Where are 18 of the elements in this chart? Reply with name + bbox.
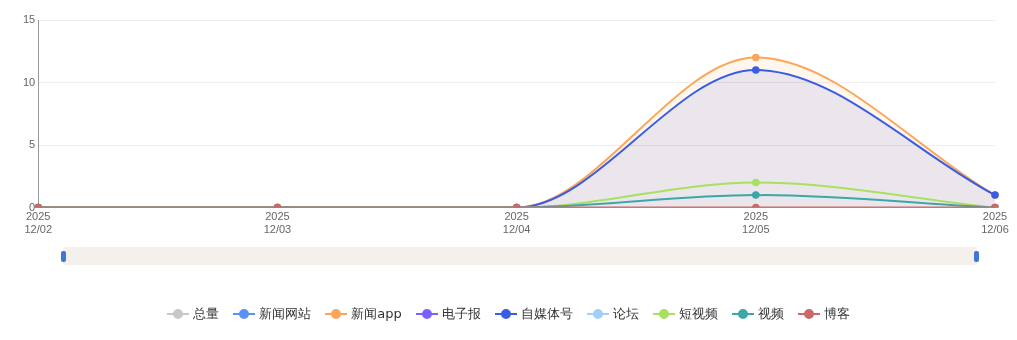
- legend-label: 自媒体号: [520, 305, 573, 323]
- x-tick-label: 2025 12/03: [263, 210, 292, 236]
- legend-label: 短视频: [678, 305, 718, 323]
- x-tick-label: 2025 12/04: [502, 210, 531, 236]
- legend-label: 论坛: [612, 305, 639, 323]
- x-tick-label: 2025 12/05: [742, 210, 770, 236]
- legend-label: 博客: [823, 305, 850, 323]
- legend-label: 总量: [193, 305, 220, 323]
- legend-label: 电子报: [441, 305, 481, 323]
- x-tick-label: 2025 12/06: [981, 210, 1009, 236]
- x-tick-label: 2025 12/02: [24, 210, 52, 236]
- y-tick-label: 0: [29, 200, 36, 213]
- legend-label: 视频: [757, 305, 784, 323]
- y-tick-label: 10: [22, 75, 36, 88]
- y-tick-label: 5: [29, 138, 36, 151]
- y-tick-label: 15: [22, 13, 36, 26]
- legend-label: 新闻app: [351, 305, 402, 323]
- legend-label: 新闻网站: [259, 305, 312, 323]
